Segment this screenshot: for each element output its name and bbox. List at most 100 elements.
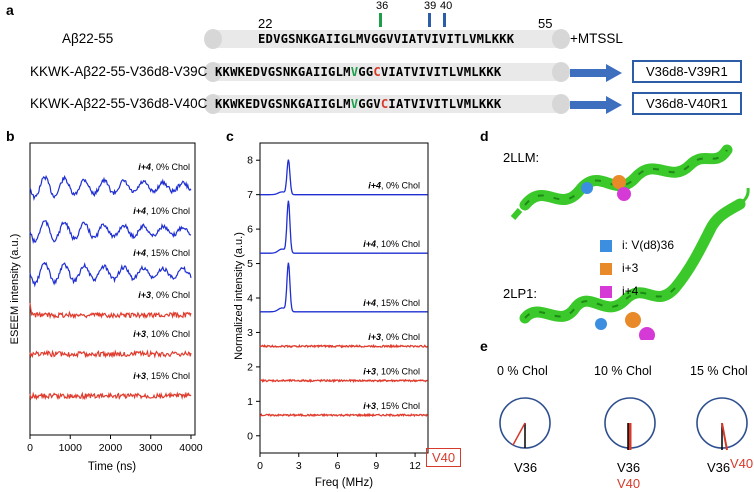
marker-36: 36 bbox=[376, 0, 389, 12]
legend-label-i: i: V(d8)36 bbox=[622, 238, 675, 252]
helix-structures bbox=[510, 144, 750, 340]
peptide-name-1: Aβ22-55 bbox=[62, 31, 114, 46]
chart-b-xlabel: Time (ns) bbox=[88, 461, 136, 473]
helix-band-2 bbox=[204, 62, 570, 82]
residue-end: 55 bbox=[538, 16, 553, 31]
helix-band-1 bbox=[204, 29, 570, 49]
panel-label-a: a bbox=[6, 2, 14, 18]
chart-b-xtick-label: 4000 bbox=[179, 442, 203, 454]
chart-c-ytick-label: 6 bbox=[247, 224, 253, 236]
chart-b-series-line bbox=[29, 302, 192, 320]
chart-c-series-label: i+3, 15% Chol bbox=[363, 401, 420, 411]
chart-b-xtick-label: 3000 bbox=[139, 442, 163, 454]
v40-label-0: V40 bbox=[426, 448, 462, 467]
chart-c-series-line bbox=[259, 343, 428, 349]
chart-b-series-line bbox=[29, 349, 192, 359]
chart-c-ytick-label: 4 bbox=[247, 293, 253, 305]
chart-c-series-line bbox=[259, 412, 428, 418]
chart-b-series-line bbox=[29, 391, 192, 401]
legend-swatch-i3 bbox=[600, 263, 612, 275]
v40-label-15: V40 bbox=[730, 456, 754, 471]
chart-c-xlabel: Freq (MHz) bbox=[315, 477, 373, 489]
v36-label-10: V36 bbox=[617, 460, 641, 475]
v36-marker-2llm bbox=[581, 182, 593, 194]
chart-b-xtick-label: 1000 bbox=[59, 442, 83, 454]
chart-b-xtick-label: 0 bbox=[27, 442, 33, 454]
chart-c-ytick-label: 5 bbox=[247, 258, 253, 270]
chart-b-ylabel: ESEEM intensity (a.u.) bbox=[9, 234, 21, 345]
legend-label-i3: i+3 bbox=[622, 261, 639, 275]
helix-2lp1 bbox=[519, 187, 750, 340]
structure-label-2llm: 2LLM: bbox=[503, 150, 540, 165]
chart-c-ytick-label: 7 bbox=[247, 189, 253, 201]
chart-b-series-label: i+4, 0% Chol bbox=[138, 162, 190, 172]
sequence-2: KKWKEDVGSNKGAIIGLMVGGCVIATVIVITLVMLKKK bbox=[215, 65, 502, 79]
chart-c-series-label: i+4, 10% Chol bbox=[363, 239, 420, 249]
chart-b-series-label: i+3, 10% Chol bbox=[133, 329, 190, 339]
panel-label-d: d bbox=[480, 128, 489, 144]
sequence-3: KKWKEDVGSNKGAIIGLMVGGVCIATVIVITLVMLKKK bbox=[215, 97, 502, 111]
v40-label-10: V40 bbox=[617, 476, 641, 491]
residue-start: 22 bbox=[258, 16, 273, 31]
sequence-1: EDVGSNKGAIIGLMVGGVVIATVIVITLVMLKKK bbox=[258, 32, 515, 46]
chart-b-series-line bbox=[29, 174, 192, 202]
marker-40: 40 bbox=[440, 0, 453, 12]
marker-39-tick bbox=[428, 13, 431, 27]
eseem-time-chart: 0 1000 2000 3000 4000 i+4, 0% Chol i+4, 10% C… bbox=[9, 142, 203, 473]
helical-wheels bbox=[499, 397, 748, 451]
chart-c-series-label: i+4, 15% Chol bbox=[363, 298, 420, 308]
panel-label-c: c bbox=[226, 128, 234, 144]
chart-c-series-label: i+3, 0% Chol bbox=[368, 332, 420, 342]
chart-c-ytick-label: 0 bbox=[247, 430, 253, 442]
chol-title-10: 10 % Chol bbox=[594, 364, 652, 378]
helix-2llm bbox=[510, 144, 733, 220]
chart-c-series-line bbox=[260, 200, 428, 254]
arrow-1 bbox=[570, 64, 622, 82]
peptide-name-2: KKWK-Aβ22-55-V36d8-V39C bbox=[30, 64, 208, 79]
chart-c-series-line bbox=[259, 378, 428, 384]
chart-c-xtick-label: 12 bbox=[409, 460, 421, 472]
chart-c-ytick-label: 1 bbox=[247, 396, 253, 408]
marker-40-tick bbox=[443, 13, 446, 27]
product-box-2: V36d8-V40R1 bbox=[632, 92, 742, 115]
v36-label-15: V36 bbox=[707, 460, 731, 475]
chart-c-series-label: i+4, 0% Chol bbox=[368, 181, 420, 191]
chart-b-series-label: i+4, 15% Chol bbox=[133, 248, 190, 258]
mtssl-label: +MTSSL bbox=[570, 31, 623, 46]
chart-c-ytick-label: 2 bbox=[247, 361, 253, 373]
i3-sphere-2llm bbox=[612, 175, 626, 189]
v40-vector-0 bbox=[512, 422, 526, 446]
peptide-name-3: KKWK-Aβ22-55-V36d8-V40C bbox=[30, 96, 208, 111]
chart-b-series-label: i+3, 0% Chol bbox=[138, 290, 190, 300]
chart-c-xtick-label: 9 bbox=[373, 460, 379, 472]
legend-label-i4: i+4 bbox=[622, 284, 639, 298]
legend-swatch-i4 bbox=[600, 286, 612, 298]
chart-b-series-label: i+3, 15% Chol bbox=[133, 371, 190, 381]
v36-marker-2lp1 bbox=[595, 318, 607, 330]
legend-swatch-i bbox=[600, 240, 612, 252]
chart-c-series-line bbox=[260, 262, 428, 313]
marker-36-tick bbox=[379, 13, 382, 27]
chol-title-15: 15 % Chol bbox=[690, 364, 748, 378]
chart-c-xtick-label: 0 bbox=[257, 460, 263, 472]
chart-c-ylabel: Normalized intensity (a.u.) bbox=[233, 232, 245, 360]
v40-vector-15 bbox=[721, 422, 728, 451]
product-box-1: V36d8-V39R1 bbox=[632, 60, 742, 83]
i4-sphere-2llm bbox=[617, 187, 631, 201]
arrow-2 bbox=[570, 96, 622, 114]
chart-c-xtick-label: 3 bbox=[296, 460, 302, 472]
helix-band-3 bbox=[204, 94, 570, 114]
chart-c-ytick-label: 3 bbox=[247, 327, 253, 339]
marker-39: 39 bbox=[424, 0, 437, 12]
chart-c-series-label: i+3, 10% Chol bbox=[363, 367, 420, 377]
chart-b-frame bbox=[29, 142, 196, 436]
chart-b-series-label: i+4, 10% Chol bbox=[133, 206, 190, 216]
chart-c-xtick-label: 6 bbox=[335, 460, 341, 472]
structure-label-2lp1: 2LP1: bbox=[503, 286, 537, 301]
i4-sphere-2lp1 bbox=[639, 327, 655, 340]
panel-label-e: e bbox=[480, 338, 488, 354]
chart-b-series-line bbox=[29, 220, 192, 245]
chart-c-ytick-label: 8 bbox=[247, 155, 253, 167]
chol-title-0: 0 % Chol bbox=[497, 364, 548, 378]
